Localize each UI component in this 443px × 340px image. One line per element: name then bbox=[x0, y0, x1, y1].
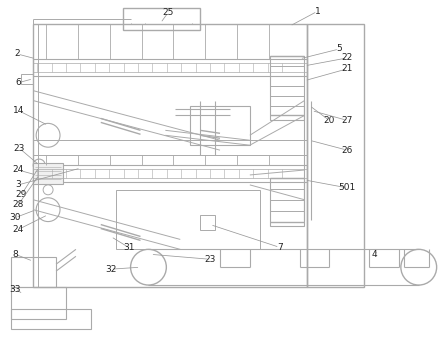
Text: 1: 1 bbox=[315, 7, 320, 16]
Text: 14: 14 bbox=[12, 106, 24, 115]
Bar bbox=[12, 257, 56, 287]
Text: 24: 24 bbox=[13, 225, 24, 234]
Text: 24: 24 bbox=[13, 166, 24, 174]
Bar bbox=[190, 105, 250, 145]
Text: 6: 6 bbox=[16, 78, 21, 87]
Text: 23: 23 bbox=[14, 144, 25, 153]
Text: 8: 8 bbox=[12, 250, 18, 259]
Text: 32: 32 bbox=[105, 265, 117, 274]
Text: 27: 27 bbox=[342, 116, 353, 125]
Text: 33: 33 bbox=[10, 285, 21, 293]
Text: 7: 7 bbox=[277, 243, 283, 252]
Circle shape bbox=[43, 185, 53, 195]
Text: 23: 23 bbox=[204, 255, 216, 264]
Circle shape bbox=[131, 249, 167, 285]
Text: 28: 28 bbox=[12, 200, 24, 209]
Circle shape bbox=[401, 249, 437, 285]
Text: 20: 20 bbox=[324, 116, 335, 125]
Bar bbox=[307, 24, 364, 287]
Bar bbox=[33, 59, 307, 76]
Text: 21: 21 bbox=[342, 64, 353, 73]
Text: 3: 3 bbox=[16, 181, 21, 189]
Bar bbox=[270, 56, 304, 120]
Bar bbox=[116, 190, 260, 249]
Text: 29: 29 bbox=[16, 190, 27, 199]
Bar bbox=[33, 165, 307, 182]
Circle shape bbox=[36, 123, 60, 147]
Bar bbox=[21, 74, 33, 84]
Bar bbox=[270, 178, 304, 225]
Text: 5: 5 bbox=[336, 45, 342, 53]
Text: 22: 22 bbox=[342, 53, 353, 63]
Text: 30: 30 bbox=[10, 213, 21, 222]
Bar bbox=[12, 309, 91, 329]
Circle shape bbox=[33, 159, 45, 171]
Bar bbox=[200, 215, 215, 230]
Text: 25: 25 bbox=[163, 8, 174, 17]
Text: 31: 31 bbox=[123, 243, 134, 252]
Circle shape bbox=[36, 198, 60, 222]
Text: 501: 501 bbox=[338, 183, 356, 192]
Text: 2: 2 bbox=[15, 49, 20, 58]
Text: 4: 4 bbox=[371, 250, 377, 259]
Bar bbox=[123, 8, 200, 30]
Bar bbox=[12, 287, 66, 319]
Text: 26: 26 bbox=[342, 146, 353, 155]
Bar bbox=[33, 163, 63, 184]
Bar bbox=[33, 24, 307, 287]
